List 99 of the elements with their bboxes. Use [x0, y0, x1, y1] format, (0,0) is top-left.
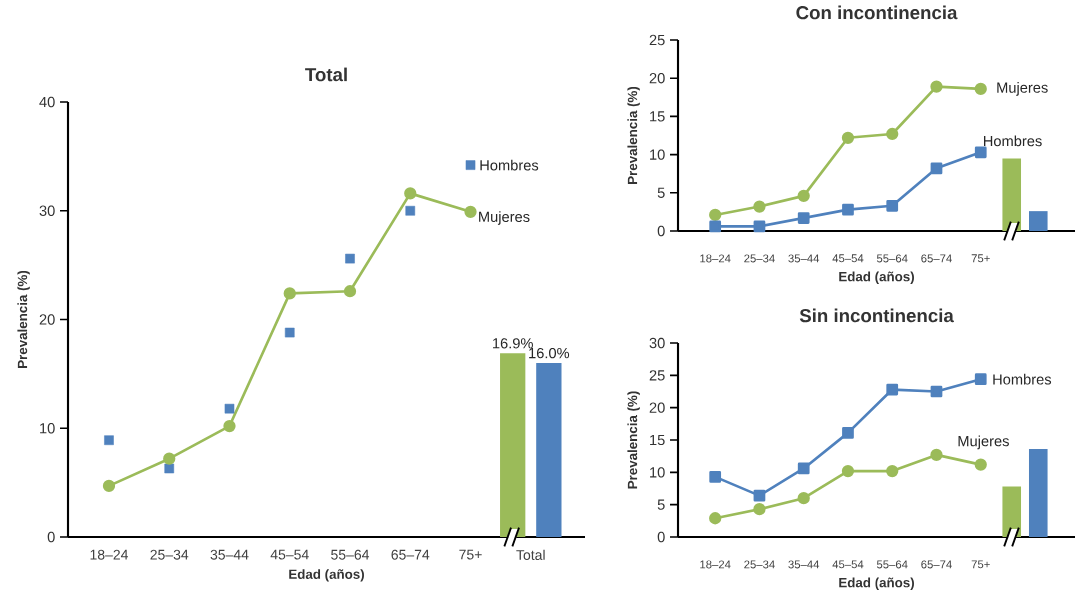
y-tick-label: 0 [657, 225, 665, 237]
point [753, 200, 766, 213]
y-tick-label: 15 [650, 434, 665, 446]
x-tick-label: 65–74 [921, 254, 952, 263]
x-tick-label: Total [516, 549, 545, 560]
y-tick-label: 25 [649, 34, 665, 46]
x-tick-label: 65–74 [921, 560, 952, 569]
point [709, 220, 722, 233]
point [224, 403, 235, 414]
point [974, 458, 987, 471]
point [709, 512, 722, 525]
y-tick-label: 25 [649, 370, 665, 381]
point [709, 470, 722, 483]
point [102, 479, 116, 493]
x-tick-label: 25–34 [744, 254, 775, 263]
x-tick-label: 35–44 [788, 560, 820, 569]
point [345, 253, 355, 264]
series-label: Hombres [993, 373, 1052, 385]
x-tick-label: 45–54 [270, 549, 309, 560]
y-tick-label: 20 [649, 73, 665, 84]
point [797, 462, 810, 475]
y-tick-label: 40 [39, 96, 55, 108]
point [753, 220, 766, 233]
series-label: Mujeres [479, 211, 530, 225]
series-label: Hombres [480, 159, 539, 171]
point [841, 131, 855, 144]
point [930, 80, 943, 93]
y-tick-label: 10 [650, 149, 665, 160]
point [163, 452, 176, 465]
x-tick-label: 35–44 [210, 549, 249, 560]
x-tick-label: 75+ [971, 560, 990, 569]
y-tick-label: 0 [657, 531, 665, 543]
y-axis-title: Prevalencia (%) [627, 391, 640, 489]
chart-title: Con incontinencia [796, 5, 958, 20]
point [930, 448, 943, 462]
point [797, 189, 810, 202]
y-tick-label: 5 [657, 499, 665, 510]
y-tick-label: 15 [650, 111, 665, 122]
point [841, 464, 855, 478]
chart-title: Sin incontinencia [799, 308, 954, 323]
x-tick-label: 45–54 [832, 560, 864, 569]
point [465, 160, 476, 170]
y-tick-label: 0 [47, 531, 55, 543]
point [709, 208, 722, 222]
y-tick-label: 30 [649, 337, 665, 349]
point [343, 285, 357, 298]
point [886, 199, 899, 212]
x-tick-label: 55–64 [876, 560, 908, 569]
x-tick-label: 18–24 [90, 549, 129, 560]
point [164, 463, 175, 474]
series-label: Mujeres [997, 82, 1048, 96]
series-label: Mujeres [958, 435, 1009, 450]
point [842, 203, 854, 216]
y-tick-label: 20 [39, 314, 55, 325]
x-axis-title: Edad (años) [839, 271, 914, 284]
point [753, 503, 766, 516]
x-tick-label: 65–74 [391, 549, 430, 560]
point [753, 489, 766, 502]
point [886, 127, 899, 141]
point [930, 385, 943, 398]
y-tick-label: 10 [40, 423, 55, 434]
point [930, 162, 943, 175]
x-tick-label: 75+ [971, 254, 990, 263]
x-tick-label: 55–64 [876, 254, 908, 263]
point [404, 187, 417, 200]
x-tick-label: 18–24 [700, 560, 731, 569]
x-axis-title: Edad (años) [289, 569, 364, 582]
x-tick-label: 18–24 [700, 254, 731, 263]
point [886, 383, 899, 396]
y-axis-title: Prevalencia (%) [17, 270, 30, 368]
x-tick-label: 45–54 [832, 254, 864, 263]
point [104, 435, 114, 446]
x-tick-label: 35–44 [788, 254, 820, 263]
x-tick-label: 75+ [459, 549, 482, 560]
point [886, 464, 899, 478]
y-tick-label: 20 [649, 402, 665, 413]
x-tick-label: 25–34 [744, 560, 775, 569]
y-axis-title: Prevalencia (%) [627, 86, 640, 184]
point [974, 82, 987, 96]
point [797, 492, 810, 505]
point [974, 146, 987, 159]
data-label: 16.9% [493, 338, 533, 349]
point [842, 427, 854, 439]
x-tick-label: 55–64 [331, 549, 370, 560]
point [464, 205, 477, 218]
point [797, 212, 810, 224]
data-label: 16.0% [529, 347, 570, 359]
point [974, 373, 987, 386]
point [223, 419, 236, 433]
point [405, 205, 416, 216]
point [284, 327, 295, 338]
x-tick-label: 25–34 [150, 549, 189, 560]
chart-title: Total [305, 67, 347, 82]
point [283, 287, 296, 300]
series-label: Hombres [984, 135, 1042, 147]
y-tick-label: 30 [39, 205, 55, 216]
y-tick-label: 10 [650, 467, 665, 478]
x-axis-title: Edad (años) [839, 577, 914, 590]
y-tick-label: 5 [657, 187, 665, 198]
